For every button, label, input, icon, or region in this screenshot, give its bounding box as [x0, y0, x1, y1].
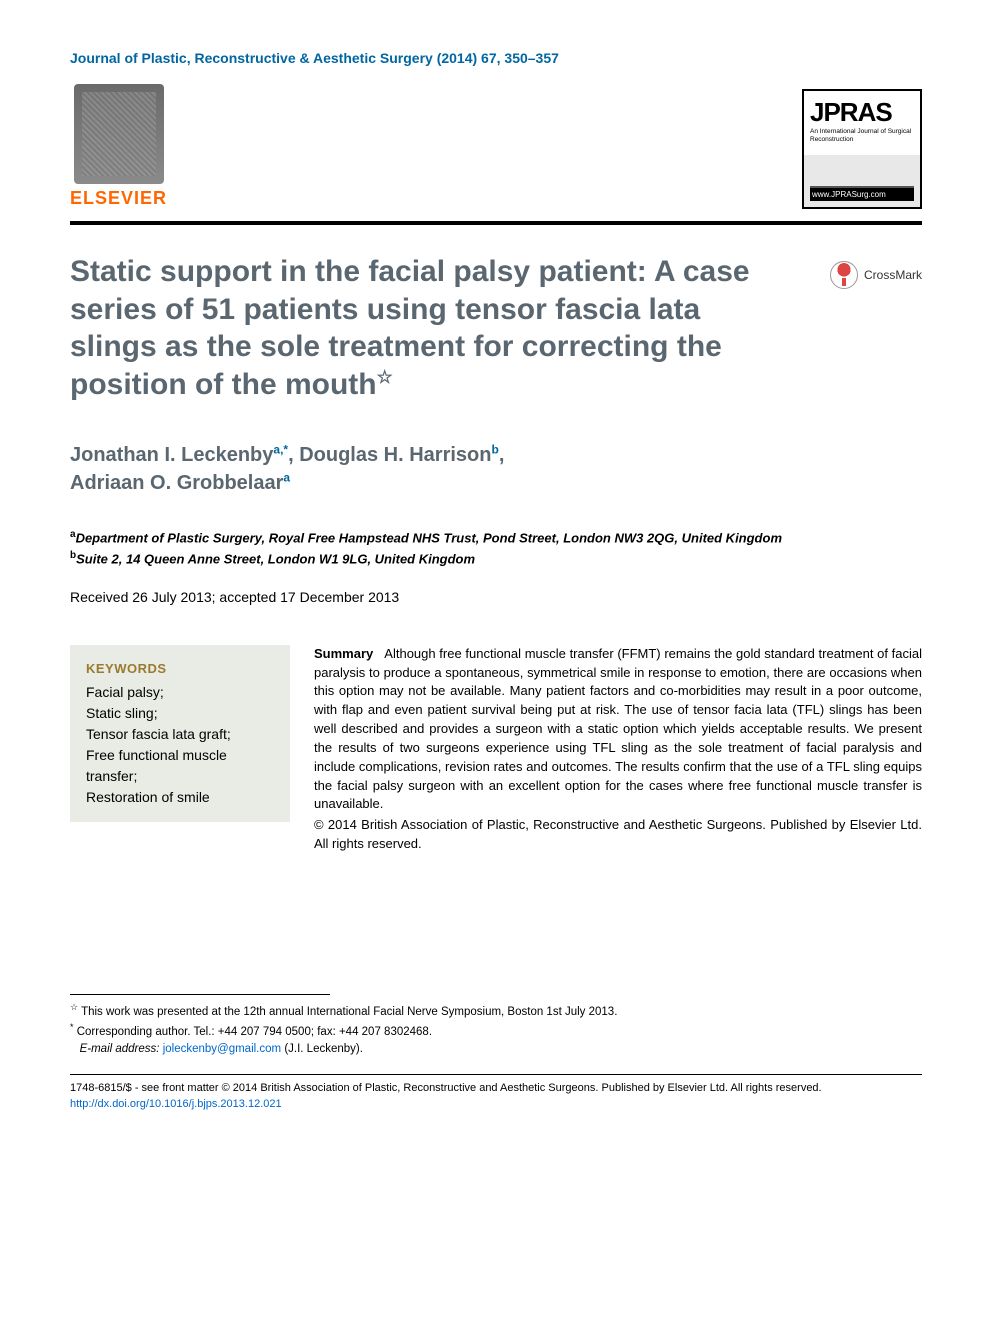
footnotes-rule — [70, 994, 330, 995]
author-3: Adriaan O. Grobbelaar — [70, 472, 283, 494]
keyword-5: Restoration of smile — [86, 787, 274, 808]
title-row: Static support in the facial palsy patie… — [70, 253, 922, 403]
keywords-heading: KEYWORDS — [86, 659, 274, 679]
footnote-star-text: This work was presented at the 12th annu… — [81, 1006, 617, 1018]
footnote-star-symbol: ☆ — [70, 1002, 78, 1012]
author-2: Douglas H. Harrison — [299, 444, 491, 466]
crossmark-icon — [830, 261, 858, 289]
summary-block: Summary Although free functional muscle … — [314, 645, 922, 854]
keyword-2: Static sling; — [86, 703, 274, 724]
crossmark-label: CrossMark — [864, 268, 922, 282]
jpras-url: www.JPRASurg.com — [810, 188, 914, 201]
affiliation-a: aDepartment of Plastic Surgery, Royal Fr… — [70, 527, 922, 548]
bottom-rule — [70, 1074, 922, 1075]
email-link[interactable]: joleckenby@gmail.com — [163, 1043, 281, 1055]
content-row: KEYWORDS Facial palsy; Static sling; Ten… — [70, 645, 922, 854]
keyword-4: Free functional muscle transfer; — [86, 745, 274, 787]
footnotes: ☆ This work was presented at the 12th an… — [70, 1001, 922, 1058]
header-rule — [70, 221, 922, 225]
keywords-box: KEYWORDS Facial palsy; Static sling; Ten… — [70, 645, 290, 823]
email-tail: (J.I. Leckenby). — [284, 1043, 363, 1055]
elsevier-text: ELSEVIER — [70, 188, 167, 209]
author-2-sup: b — [491, 442, 498, 456]
journal-citation: Journal of Plastic, Reconstructive & Aes… — [70, 50, 922, 66]
article-dates: Received 26 July 2013; accepted 17 Decem… — [70, 589, 922, 605]
affiliation-b: bSuite 2, 14 Queen Anne Street, London W… — [70, 548, 922, 569]
summary-label: Summary — [314, 646, 373, 661]
article-title: Static support in the facial palsy patie… — [70, 253, 790, 403]
author-1: Jonathan I. Leckenby — [70, 444, 273, 466]
keyword-3: Tensor fascia lata graft; — [86, 724, 274, 745]
affiliation-b-text: Suite 2, 14 Queen Anne Street, London W1… — [76, 551, 475, 566]
summary-text: Although free functional muscle transfer… — [314, 646, 922, 812]
article-title-text: Static support in the facial palsy patie… — [70, 255, 750, 401]
author-3-sup: a — [283, 470, 290, 484]
jpras-logo[interactable]: JPRAS An International Journal of Surgic… — [802, 89, 922, 209]
jpras-subtitle: An International Journal of Surgical Rec… — [810, 128, 914, 144]
crossmark-badge[interactable]: CrossMark — [830, 261, 922, 289]
authors-block: Jonathan I. Leckenbya,*, Douglas H. Harr… — [70, 441, 922, 497]
logo-row: ELSEVIER JPRAS An International Journal … — [70, 84, 922, 209]
footnote-corr-text: Corresponding author. Tel.: +44 207 794 … — [77, 1026, 432, 1038]
footnote-email: E-mail address: joleckenby@gmail.com (J.… — [70, 1041, 922, 1058]
title-footnote-star: ☆ — [377, 367, 393, 387]
footnote-presentation: ☆ This work was presented at the 12th an… — [70, 1001, 922, 1021]
elsevier-logo[interactable]: ELSEVIER — [70, 84, 167, 209]
doi-link[interactable]: http://dx.doi.org/10.1016/j.bjps.2013.12… — [70, 1097, 922, 1112]
affiliations: aDepartment of Plastic Surgery, Royal Fr… — [70, 527, 922, 569]
elsevier-tree-icon — [74, 84, 164, 184]
keyword-1: Facial palsy; — [86, 682, 274, 703]
copyright-line: 1748-6815/$ - see front matter © 2014 Br… — [70, 1081, 922, 1096]
summary-copyright: © 2014 British Association of Plastic, R… — [314, 816, 922, 854]
email-label: E-mail address: — [80, 1043, 160, 1055]
copyright-block: 1748-6815/$ - see front matter © 2014 Br… — [70, 1081, 922, 1112]
footnote-corresponding: * Corresponding author. Tel.: +44 207 79… — [70, 1021, 922, 1041]
affiliation-a-text: Department of Plastic Surgery, Royal Fre… — [76, 530, 782, 545]
jpras-title: JPRAS — [810, 97, 914, 128]
author-1-sup: a,* — [273, 442, 288, 456]
footnote-corr-symbol: * — [70, 1022, 74, 1032]
